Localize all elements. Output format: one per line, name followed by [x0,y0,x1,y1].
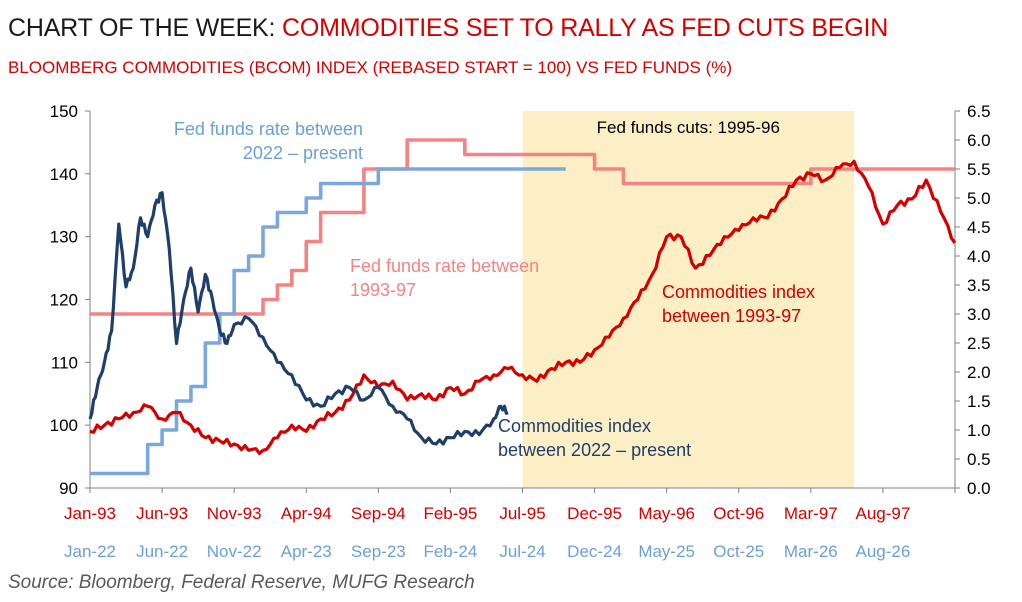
right-tick-label: 0.5 [967,450,991,469]
x-tick-label-2022: Sep-23 [351,542,406,561]
series-fed-funds-2022-present [90,167,566,476]
left-tick-label: 140 [50,165,78,184]
source-note: Source: Bloomberg, Federal Reserve, MUFG… [8,572,475,593]
chart-title-rest: COMMODITIES SET TO RALLY AS FED CUTS BEG… [282,14,889,42]
x-tick-label-2022: May-25 [638,542,695,561]
x-tick-label-2022: Jan-22 [64,542,116,561]
right-tick-label: 6.5 [967,102,991,121]
x-tick-label-2022: Feb-24 [423,542,477,561]
chart-subtitle: BLOOMBERG COMMODITIES (BCOM) INDEX (REBA… [8,58,733,77]
right-tick-label: 4.5 [967,218,991,237]
annotation-commodities-2022-line2: between 2022 – present [498,440,691,460]
x-tick-label-2022: Apr-23 [281,542,332,561]
right-tick-label: 5.5 [967,160,991,179]
fed-cuts-label: Fed funds cuts: 1995-96 [597,118,780,137]
chart-title: CHART OF THE WEEK: COMMODITIES SET TO RA… [8,14,888,43]
x-tick-label-2022: Oct-25 [713,542,764,561]
right-tick-label: 0.0 [967,479,991,498]
x-tick-label-1993: Nov-93 [207,504,262,523]
right-tick-label: 1.5 [967,392,991,411]
annotation-fed-1993-line2: 1993-97 [350,280,416,300]
left-tick-label: 110 [51,353,78,372]
right-tick-label: 3.0 [967,305,991,324]
left-tick-label: 120 [50,291,78,310]
right-tick-label: 2.0 [967,363,991,382]
x-tick-label-1993: May-96 [638,504,695,523]
x-tick-label-2022: Aug-26 [856,542,911,561]
x-tick-label-2022: Jul-24 [499,542,545,561]
chart-title-lead: CHART OF THE WEEK: [8,14,276,42]
x-tick-label-1993: Jan-93 [64,504,116,523]
annotation-commodities-1993-line2: between 1993-97 [662,306,801,326]
annotation-fed-2022-line2: 2022 – present [243,143,363,163]
x-tick-label-1993: Apr-94 [281,504,332,523]
x-tick-label-1993: Jul-95 [499,504,545,523]
x-tick-label-2022: Dec-24 [567,542,622,561]
x-tick-label-2022: Jun-22 [136,542,188,561]
x-tick-label-2022: Mar-26 [784,542,838,561]
left-tick-label: 90 [59,479,78,498]
right-y-axis: 0.0 0.5 1.0 1.5 2.0 2.5 3.0 3.5 4.0 4.5 5.0 5.5 6.0 6… [954,102,991,498]
x-tick-label-1993: Jun-93 [136,504,188,523]
x-tick-label-1993: Feb-95 [423,504,477,523]
right-tick-label: 4.0 [967,247,991,266]
right-tick-label: 1.0 [967,421,991,440]
series-lines [88,138,957,476]
annotation-commodities-2022-line1: Commodities index [498,416,651,436]
right-tick-label: 6.0 [967,131,991,150]
series-commodities-1993-97 [89,159,957,455]
fed-cuts-shaded-region [522,111,855,488]
series-commodities-2022-present [88,191,509,446]
x-tick-label-2022: Nov-22 [207,542,262,561]
x-tick-label-1993: Dec-95 [567,504,622,523]
x-tick-label-1993: Sep-94 [351,504,406,523]
x-axis: Jan-93 Jun-93 Nov-93 Apr-94 Sep-94 Feb-95 Jul-… [64,487,956,561]
right-tick-label: 3.5 [967,276,991,295]
x-tick-label-1993: Mar-97 [784,504,838,523]
left-tick-label: 150 [50,102,78,121]
x-tick-label-1993: Aug-97 [856,504,911,523]
annotation-fed-1993-line1: Fed funds rate between [350,256,539,276]
right-tick-label: 5.0 [967,189,991,208]
right-tick-label: 2.5 [967,334,991,353]
left-y-axis: 90 100 110 120 130 140 150 [50,102,91,498]
left-tick-label: 130 [50,228,78,247]
annotation-commodities-1993-line1: Commodities index [662,282,815,302]
x-tick-label-1993: Oct-96 [713,504,764,523]
annotation-fed-2022-line1: Fed funds rate between [174,119,363,139]
left-tick-label: 100 [50,416,78,435]
